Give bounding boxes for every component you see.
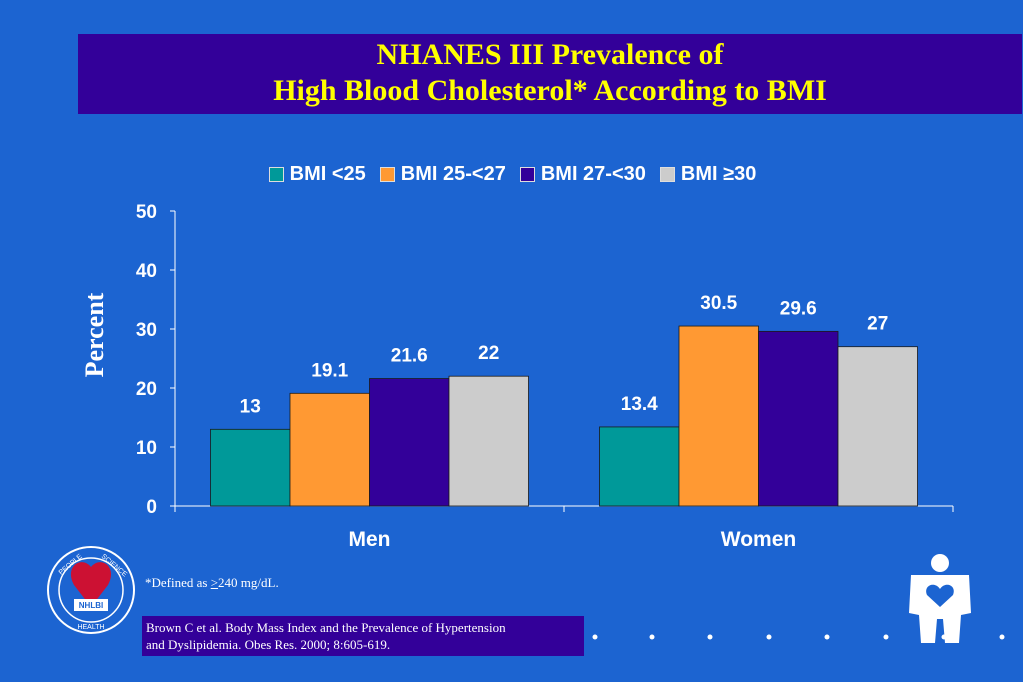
bar xyxy=(369,378,450,507)
y-tick-label: 20 xyxy=(136,379,157,400)
bar xyxy=(678,325,759,507)
bar xyxy=(837,346,918,507)
nhlbi-seal-logo: NHLBI PEOPLE SCIENCE HEALTH xyxy=(47,546,135,634)
footnote: *Defined as >240 mg/dL. xyxy=(145,575,279,591)
data-label: 27 xyxy=(867,314,888,335)
data-label: 19.1 xyxy=(311,360,348,381)
citation-line-2: and Dyslipidemia. Obes Res. 2000; 8:605-… xyxy=(146,637,391,652)
chart-legend: BMI <25 BMI 25-<27 BMI 27-<30 BMI ≥30 xyxy=(0,163,1023,186)
legend-label: BMI ≥30 xyxy=(680,163,757,185)
data-label: 22 xyxy=(478,343,499,364)
data-label: 21.6 xyxy=(391,346,428,367)
legend-item: BMI 27-<30 xyxy=(519,163,646,186)
legend-label: BMI 25-<27 xyxy=(400,163,506,185)
data-label: 13.4 xyxy=(621,394,658,415)
legend-swatch xyxy=(268,167,284,182)
y-tick-label: 50 xyxy=(136,202,157,223)
title-line-1: NHANES III Prevalence of xyxy=(376,38,724,71)
person-heart-icon xyxy=(909,554,971,643)
data-label: 13 xyxy=(240,396,261,417)
footnote-prefix: *Defined as xyxy=(145,575,211,590)
data-label: 30.5 xyxy=(700,293,737,314)
title-line-2: High Blood Cholesterol* According to BMI xyxy=(273,74,827,107)
bar xyxy=(599,426,680,507)
footnote-symbol: > xyxy=(210,575,219,590)
x-category-label: Women xyxy=(721,528,796,551)
title-banner: NHANES III Prevalence of High Blood Chol… xyxy=(78,34,1022,114)
legend-swatch xyxy=(519,167,535,182)
legend-label: BMI 27-<30 xyxy=(540,163,646,185)
citation-line-1: Brown C et al. Body Mass Index and the P… xyxy=(146,620,506,635)
bar xyxy=(448,375,529,507)
logo-bottom-text: HEALTH xyxy=(77,624,104,631)
legend-swatch xyxy=(379,167,395,182)
x-category-label: Men xyxy=(349,528,391,551)
logo-center-text: NHLBI xyxy=(79,601,103,610)
legend-swatch xyxy=(659,167,675,182)
legend-item: BMI 25-<27 xyxy=(379,163,506,186)
legend-item: BMI ≥30 xyxy=(659,163,757,186)
decorative-dots xyxy=(592,634,1005,640)
footnote-suffix: 240 mg/dL. xyxy=(218,575,279,590)
legend-item: BMI <25 xyxy=(268,163,366,186)
bar xyxy=(289,392,370,507)
data-label: 29.6 xyxy=(780,298,817,319)
y-tick-label: 30 xyxy=(136,320,157,341)
y-axis-label: Percent xyxy=(80,292,109,377)
bar xyxy=(210,428,291,507)
citation-box: Brown C et al. Body Mass Index and the P… xyxy=(142,616,584,656)
y-tick-label: 40 xyxy=(136,261,157,282)
bar xyxy=(758,330,839,507)
y-tick-label: 10 xyxy=(136,438,157,459)
y-tick-label: 0 xyxy=(146,497,157,518)
legend-label: BMI <25 xyxy=(289,163,366,185)
